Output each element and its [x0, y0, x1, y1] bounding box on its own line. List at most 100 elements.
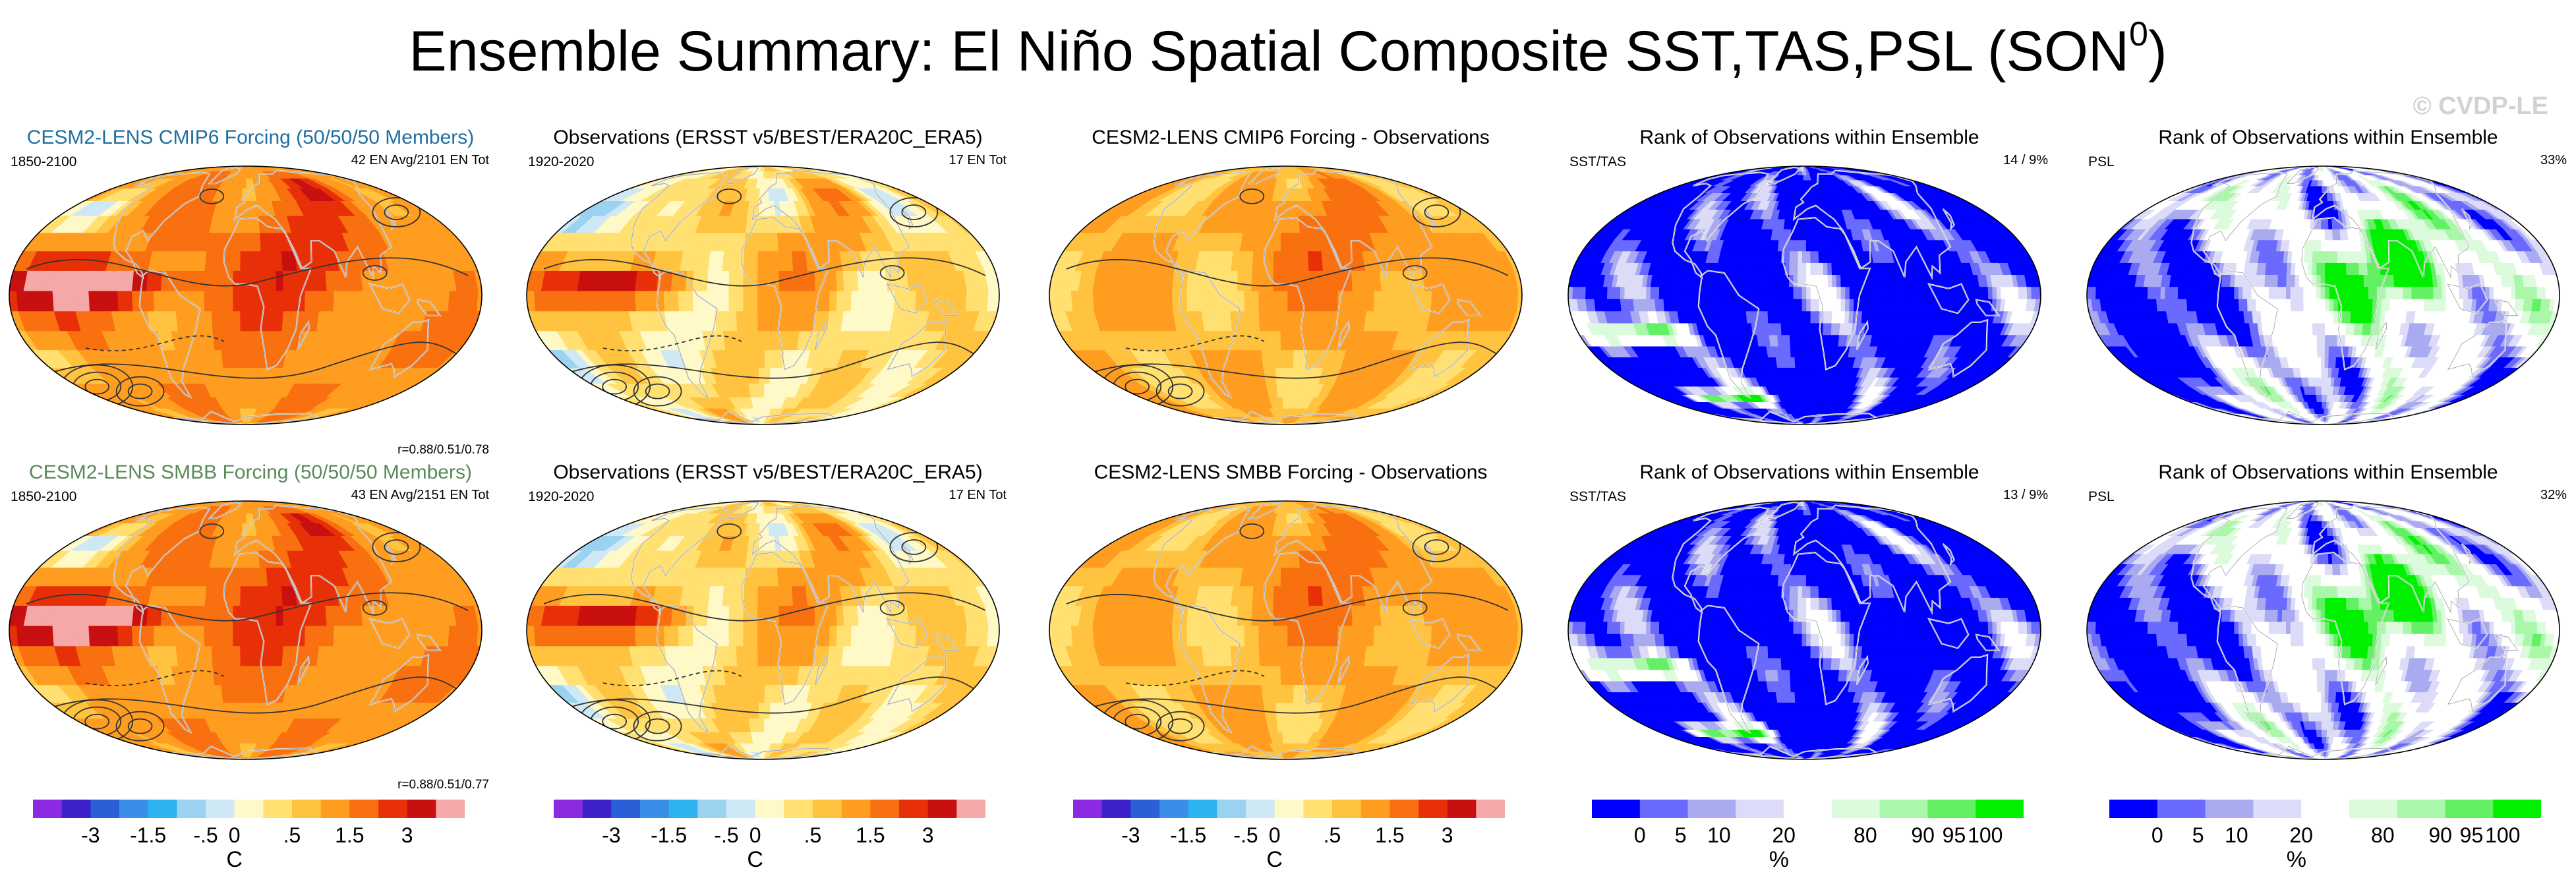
colorbar-swatch: [1976, 800, 2024, 818]
colorbar-tick-label: 0: [749, 823, 761, 848]
robinson-map: [1567, 500, 2041, 760]
colorbar-swatch: [813, 800, 842, 818]
colorbar-tick-label: -1.5: [130, 823, 166, 848]
panel-period-label: 1850-2100: [11, 154, 76, 170]
panel-title: CESM2-LENS CMIP6 Forcing (50/50/50 Membe…: [7, 127, 494, 149]
panel-period-label: 1850-2100: [11, 489, 76, 505]
colorbar-swatch: [407, 800, 436, 818]
panel-count-label: 43 EN Avg/2151 EN Tot: [351, 488, 489, 503]
panel-count-label: 14 / 9%: [2003, 153, 2048, 168]
colorbar-swatch: [1736, 800, 1784, 818]
colorbar-swatch: [119, 800, 149, 818]
colorbar-swatch: [1073, 800, 1103, 818]
colorbar-swatch: [263, 800, 293, 818]
colorbar-swatch: [697, 800, 727, 818]
colorbar-unit: C: [1266, 847, 1283, 873]
colorbar-tick-label: 80: [1854, 823, 1877, 848]
colorbar-swatch: [1687, 800, 1736, 818]
colorbar-swatch: [870, 800, 900, 818]
colorbar-swatch: [841, 800, 871, 818]
figure-title: Ensemble Summary: El Niño Spatial Compos…: [0, 17, 2576, 84]
colorbar-swatch: [148, 800, 177, 818]
colorbar-unit: C: [226, 847, 243, 873]
panel-title: CESM2-LENS SMBB Forcing (50/50/50 Member…: [7, 461, 494, 484]
map-panel: CESM2-LENS SMBB Forcing - Observations: [1047, 461, 1535, 798]
colorbar-swatches: [33, 800, 465, 818]
colorbar-swatch: [177, 800, 206, 818]
colorbar-swatch: [2205, 800, 2254, 818]
colorbar-tick-label: 0: [229, 823, 241, 848]
colorbar-tick-label: .5: [1324, 823, 1341, 848]
map-panel: Rank of Observations within Ensemble PSL 3…: [2084, 127, 2572, 463]
colorbar-tick-label: .5: [283, 823, 301, 848]
colorbar-tick-label: .5: [804, 823, 822, 848]
colorbar-tick-label: 10: [1707, 823, 1731, 848]
colorbar-swatch: [640, 800, 670, 818]
colorbar-swatch: [1303, 800, 1333, 818]
colorbar-swatch: [378, 800, 408, 818]
colorbar-tick-label: 100: [2485, 823, 2520, 848]
colorbar-tick-label: 1.5: [1375, 823, 1404, 848]
colorbar-swatch: [927, 800, 957, 818]
colorbar-swatch: [90, 800, 120, 818]
colorbar-swatch: [582, 800, 612, 818]
colorbar-swatch: [1361, 800, 1390, 818]
colorbar-swatch: [1592, 800, 1641, 818]
colorbar-tick-label: 95: [1943, 823, 1966, 848]
colorbar-tick-label: 1.5: [335, 823, 364, 848]
colorbar-swatch: [1927, 800, 1976, 818]
panel-title: CESM2-LENS SMBB Forcing - Observations: [1047, 461, 1535, 484]
colorbar-tick-label: -.5: [193, 823, 218, 848]
colorbar-swatch: [2301, 800, 2350, 818]
colorbar-swatches: [554, 800, 985, 818]
colorbar-swatch: [1101, 800, 1131, 818]
pattern-correlation-label: r=0.88/0.51/0.78: [397, 443, 489, 457]
map-panel: CESM2-LENS CMIP6 Forcing - Observations: [1047, 127, 1535, 463]
pattern-correlation-label: r=0.88/0.51/0.77: [397, 778, 489, 792]
colorbar-tick-label: 5: [1675, 823, 1687, 848]
colorbar-swatch: [668, 800, 698, 818]
colorbar-swatch: [1188, 800, 1217, 818]
colorbar-swatch: [899, 800, 929, 818]
colorbar-swatch: [349, 800, 379, 818]
colorbar-swatch: [436, 800, 465, 818]
colorbar: -3 -1.5 -.5 0 .5 1.5 3 C: [33, 800, 468, 879]
colorbar-swatch: [755, 800, 784, 818]
panel-count-label: 13 / 9%: [2003, 488, 2048, 503]
colorbar-swatch: [2397, 800, 2445, 818]
colorbar-unit: %: [2287, 847, 2306, 873]
colorbar: -3 -1.5 -.5 0 .5 1.5 3 C: [554, 800, 989, 879]
map-panel: Rank of Observations within Ensemble PSL 3…: [2084, 461, 2572, 798]
colorbar-tick-label: 3: [1442, 823, 1453, 848]
colorbar-swatch: [61, 800, 91, 818]
panel-count-label: 17 EN Tot: [949, 153, 1007, 168]
robinson-map: [1567, 165, 2041, 425]
robinson-map: [9, 500, 483, 760]
colorbar-tick-label: 1.5: [856, 823, 885, 848]
colorbar-swatch: [1476, 800, 1505, 818]
colorbar-swatch: [234, 800, 264, 818]
colorbar-tick-label: 10: [2225, 823, 2248, 848]
colorbar-tick-label: 0: [1269, 823, 1281, 848]
robinson-map: [526, 500, 1000, 760]
panel-period-label: PSL: [2088, 489, 2115, 505]
colorbar-swatch: [1879, 800, 1928, 818]
colorbar-swatch: [2493, 800, 2541, 818]
colorbar-tick-label: -1.5: [1170, 823, 1206, 848]
panel-count-label: 32%: [2540, 488, 2567, 503]
colorbar-swatch: [1274, 800, 1304, 818]
colorbar-swatches: [1592, 800, 2024, 818]
colorbar-tick-label: 90: [2428, 823, 2452, 848]
panel-count-label: 17 EN Tot: [949, 488, 1007, 503]
panel-title: Rank of Observations within Ensemble: [1566, 127, 2053, 149]
panel-title: Observations (ERSST v5/BEST/ERA20C_ERA5): [524, 127, 1012, 149]
colorbar: 0 5 10 20 80 90 95 100%: [2109, 800, 2544, 879]
colorbar-tick-label: 80: [2371, 823, 2395, 848]
colorbar-tick-label: 3: [401, 823, 413, 848]
colorbar-swatch: [2109, 800, 2158, 818]
map-panel: Observations (ERSST v5/BEST/ERA20C_ERA5)…: [524, 461, 1012, 798]
colorbar-tick-label: 20: [2289, 823, 2313, 848]
robinson-map: [1049, 165, 1523, 425]
panel-title: Rank of Observations within Ensemble: [2084, 461, 2572, 484]
robinson-map: [9, 165, 483, 425]
